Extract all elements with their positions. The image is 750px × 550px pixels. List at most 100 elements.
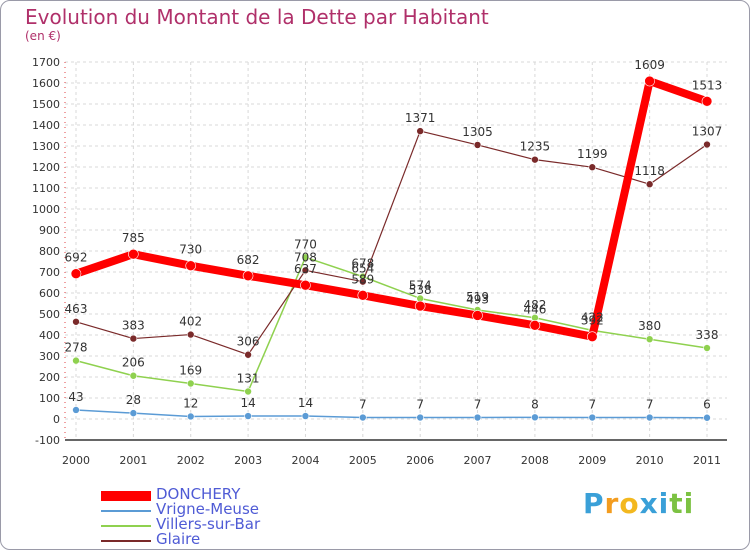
data-label-vrigne-meuse: 8 <box>531 397 539 411</box>
data-label-donchery: 692 <box>65 251 88 265</box>
y-tick-label: 1000 <box>32 203 60 216</box>
data-point-donchery <box>529 320 541 331</box>
data-point-glaire <box>416 127 424 135</box>
data-label-villers-sur-bar: 380 <box>638 319 661 333</box>
data-label-vrigne-meuse: 7 <box>646 398 654 412</box>
data-label-donchery: 446 <box>523 302 546 316</box>
series-line-vrigne-meuse <box>75 409 708 419</box>
data-point-donchery <box>357 290 369 301</box>
data-label-vrigne-meuse: 12 <box>183 396 198 410</box>
y-tick-label: 700 <box>39 266 60 279</box>
data-point-glaire <box>129 334 138 343</box>
data-label-villers-sur-bar: 574 <box>409 278 432 292</box>
data-point-glaire <box>645 180 654 189</box>
y-tick-label: 1400 <box>32 119 60 132</box>
data-label-vrigne-meuse: 28 <box>126 393 141 407</box>
data-point-villers-sur-bar <box>129 371 138 380</box>
data-point-glaire <box>359 277 367 286</box>
grid-layer <box>65 61 727 441</box>
data-label-donchery: 730 <box>179 243 202 257</box>
data-label-villers-sur-bar: 770 <box>294 237 317 251</box>
data-label-glaire: 1235 <box>520 140 551 154</box>
x-tick-label: 2009 <box>578 454 606 467</box>
y-tick-label: 500 <box>39 308 60 321</box>
data-label-vrigne-meuse: 14 <box>298 396 313 410</box>
y-tick-label: 600 <box>39 287 60 300</box>
y-tick-label: 1700 <box>32 56 60 69</box>
data-point-vrigne-meuse <box>588 413 597 422</box>
data-point-vrigne-meuse <box>72 406 80 414</box>
logo-letter: t <box>669 487 684 520</box>
x-tick-label: 2008 <box>521 454 549 467</box>
x-tick-label: 2007 <box>464 454 492 467</box>
series-line-villers-sur-bar <box>75 256 708 393</box>
data-label-vrigne-meuse: 7 <box>416 398 424 412</box>
data-label-vrigne-meuse: 43 <box>68 390 83 404</box>
data-label-donchery: 1513 <box>692 78 723 92</box>
data-label-donchery: 637 <box>294 262 317 276</box>
data-point-villers-sur-bar <box>645 335 654 344</box>
logo-letter: x <box>639 487 659 520</box>
data-point-glaire <box>473 141 482 149</box>
data-point-glaire <box>186 330 195 339</box>
data-point-donchery <box>70 268 82 279</box>
data-label-villers-sur-bar: 482 <box>523 298 546 312</box>
x-tick-label: 2005 <box>349 454 377 467</box>
data-label-donchery: 785 <box>122 231 145 245</box>
data-label-villers-sur-bar: 278 <box>65 341 88 355</box>
y-tick-label: 400 <box>39 329 60 342</box>
legend-label-vrigne-meuse: Vrigne-Meuse <box>156 500 259 518</box>
x-tick-label: 2001 <box>119 454 147 467</box>
x-tick-label: 2002 <box>177 454 205 467</box>
data-label-glaire: 708 <box>294 250 317 264</box>
data-label-villers-sur-bar: 131 <box>237 371 260 385</box>
series-line-donchery <box>72 77 711 341</box>
y-tick-label: 1300 <box>32 140 60 153</box>
x-tick-label: 2011 <box>693 454 721 467</box>
y-tick-label: -100 <box>35 434 60 447</box>
legend-swatch-glaire <box>101 540 151 542</box>
legend-label-glaire: Glaire <box>156 530 201 548</box>
data-label-glaire: 402 <box>179 315 202 329</box>
data-point-glaire <box>588 163 597 172</box>
legend-swatch-villers-sur-bar <box>101 525 151 527</box>
y-tick-label: 100 <box>39 392 60 405</box>
y-tick-label: 1600 <box>32 77 60 90</box>
y-tick-label: 300 <box>39 350 60 363</box>
chart-subtitle: (en €) <box>25 29 61 43</box>
y-tick-label: 0 <box>53 413 60 426</box>
x-tick-label: 2010 <box>636 454 664 467</box>
data-label-layer: 692 785 730 682 637 589 538 493 446 392 1609 1513 43… <box>65 58 723 412</box>
data-point-donchery <box>300 279 311 291</box>
data-point-donchery <box>185 260 197 272</box>
data-label-glaire: 306 <box>237 335 260 349</box>
series-line-glaire <box>75 130 708 356</box>
data-point-donchery <box>586 331 598 342</box>
logo-letter: o <box>619 487 640 520</box>
data-label-donchery: 493 <box>466 292 489 306</box>
legend-label-villers-sur-bar: Villers-sur-Bar <box>156 515 261 533</box>
x-tick-label: 2006 <box>406 454 434 467</box>
y-tick-label: 200 <box>39 371 60 384</box>
data-point-glaire <box>703 140 711 149</box>
legend-swatch-vrigne-meuse <box>101 510 151 512</box>
logo-letter: r <box>604 487 620 520</box>
data-label-villers-sur-bar: 169 <box>179 364 202 378</box>
data-point-glaire <box>72 317 80 326</box>
data-point-villers-sur-bar <box>186 379 195 388</box>
data-point-vrigne-meuse <box>359 413 367 422</box>
data-point-donchery <box>644 75 655 87</box>
chart-title: Evolution du Montant de la Dette par Hab… <box>25 5 489 29</box>
logo-letter: P <box>583 487 605 520</box>
data-point-donchery <box>472 310 483 321</box>
data-label-glaire: 1118 <box>634 164 665 178</box>
data-point-glaire <box>244 350 252 359</box>
data-point-vrigne-meuse <box>416 413 424 422</box>
data-point-vrigne-meuse <box>301 412 310 420</box>
data-label-villers-sur-bar: 678 <box>351 257 374 271</box>
y-tick-label: 1100 <box>32 182 60 195</box>
data-label-donchery: 589 <box>351 272 374 286</box>
data-label-vrigne-meuse: 7 <box>588 398 596 412</box>
data-point-vrigne-meuse <box>244 412 252 420</box>
